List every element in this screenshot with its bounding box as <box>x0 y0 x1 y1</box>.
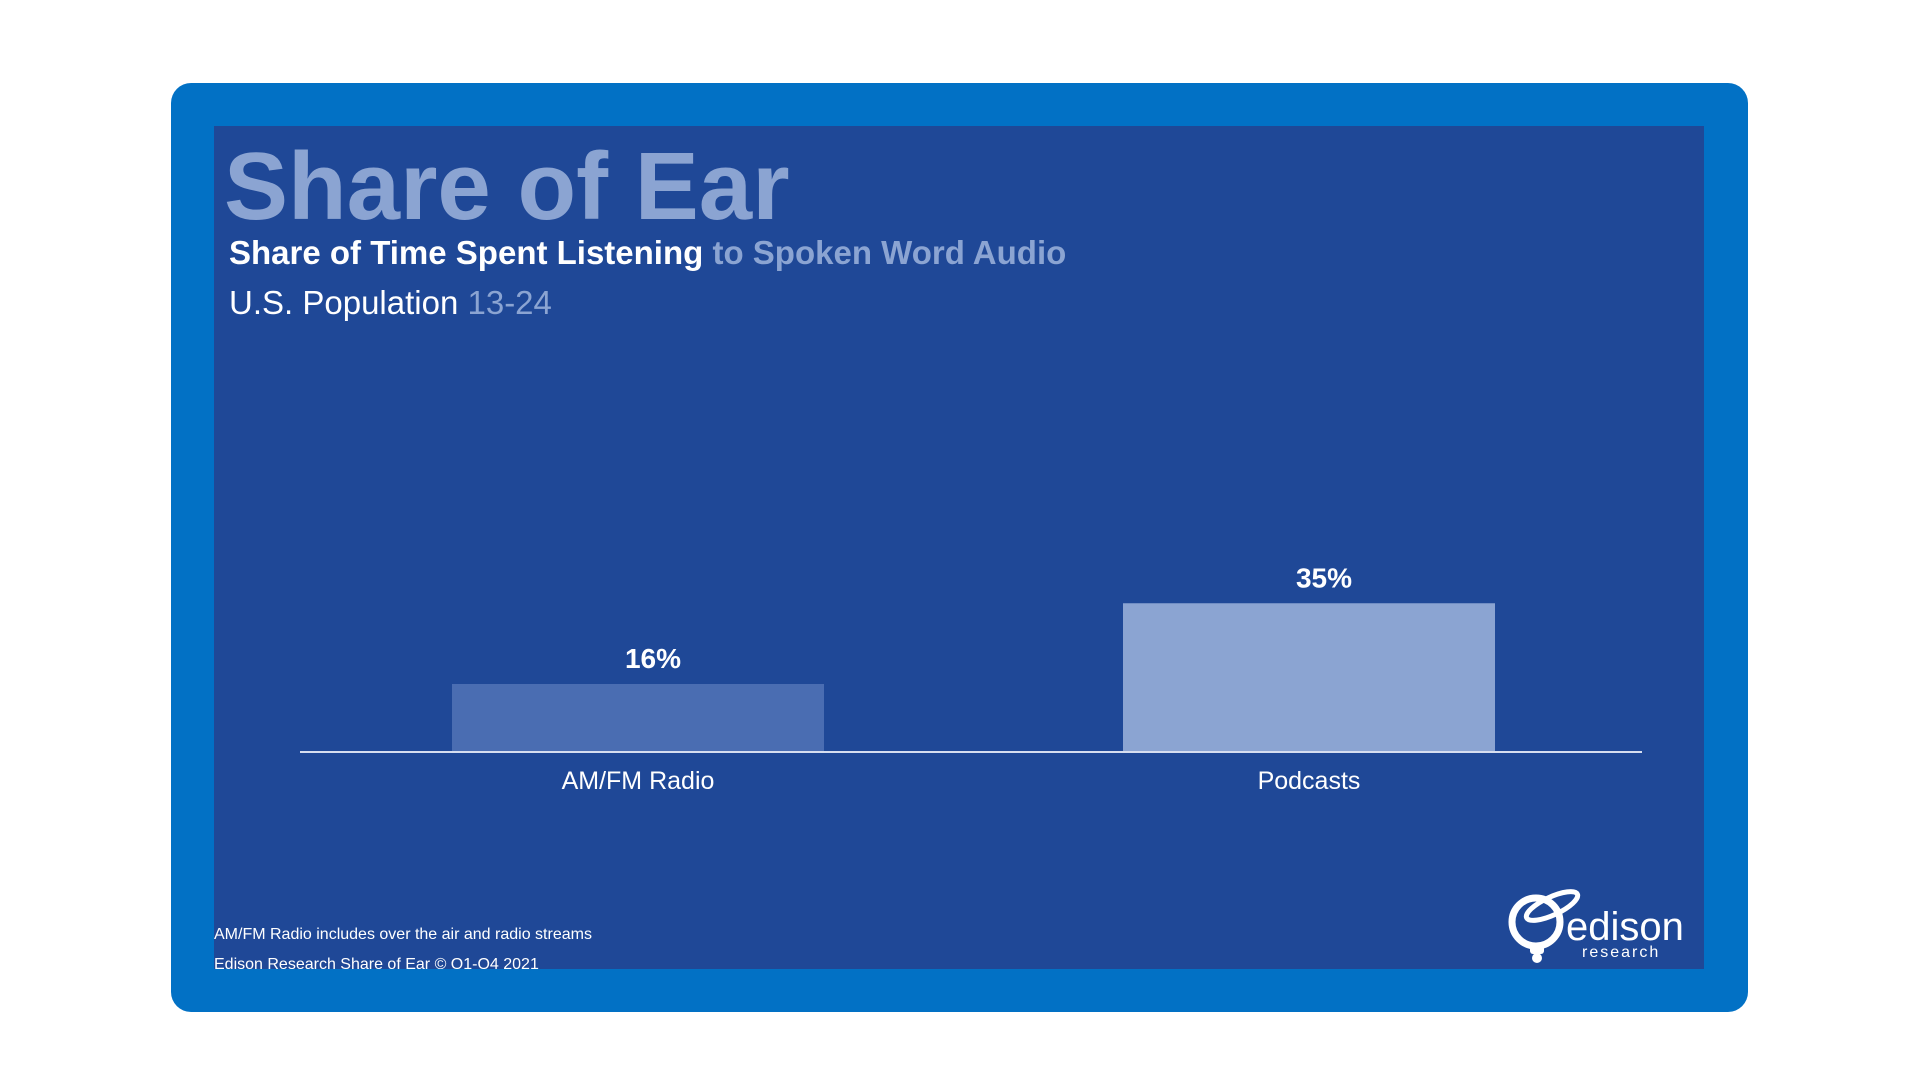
chart-subtitle: Share of Time Spent Listening to Spoken … <box>229 233 1066 273</box>
edison-logo-mark <box>1508 889 1581 963</box>
footnote-radio: AM/FM Radio includes over the air and ra… <box>214 926 592 943</box>
category-label: Podcasts <box>1258 767 1361 795</box>
logo-subtext: research <box>1582 944 1660 961</box>
bar-chart: 16% AM/FM Radio 35% Podcasts <box>300 562 1642 795</box>
subtitle-muted: to Spoken Word Audio <box>712 234 1067 271</box>
population-range: 13-24 <box>467 284 552 321</box>
population-text: U.S. Population <box>229 284 459 321</box>
edison-logo: edison research <box>1508 889 1684 963</box>
bar-am-fm-radio <box>452 684 824 752</box>
population-label: U.S. Population 13-24 <box>229 283 552 323</box>
category-label: AM/FM Radio <box>562 767 715 795</box>
slide-frame: Share of Ear Share of Time Spent Listeni… <box>171 83 1748 1012</box>
subtitle-strong: Share of Time Spent Listening <box>229 234 704 271</box>
logo-text: edison <box>1566 905 1684 949</box>
bar-podcasts <box>1123 603 1495 752</box>
page-title: Share of Ear <box>224 133 790 240</box>
slide-panel: Share of Ear Share of Time Spent Listeni… <box>214 126 1704 969</box>
footnote-source: Edison Research Share of Ear © Q1-Q4 202… <box>214 956 539 969</box>
value-label: 16% <box>625 643 681 674</box>
value-label: 35% <box>1296 562 1352 593</box>
